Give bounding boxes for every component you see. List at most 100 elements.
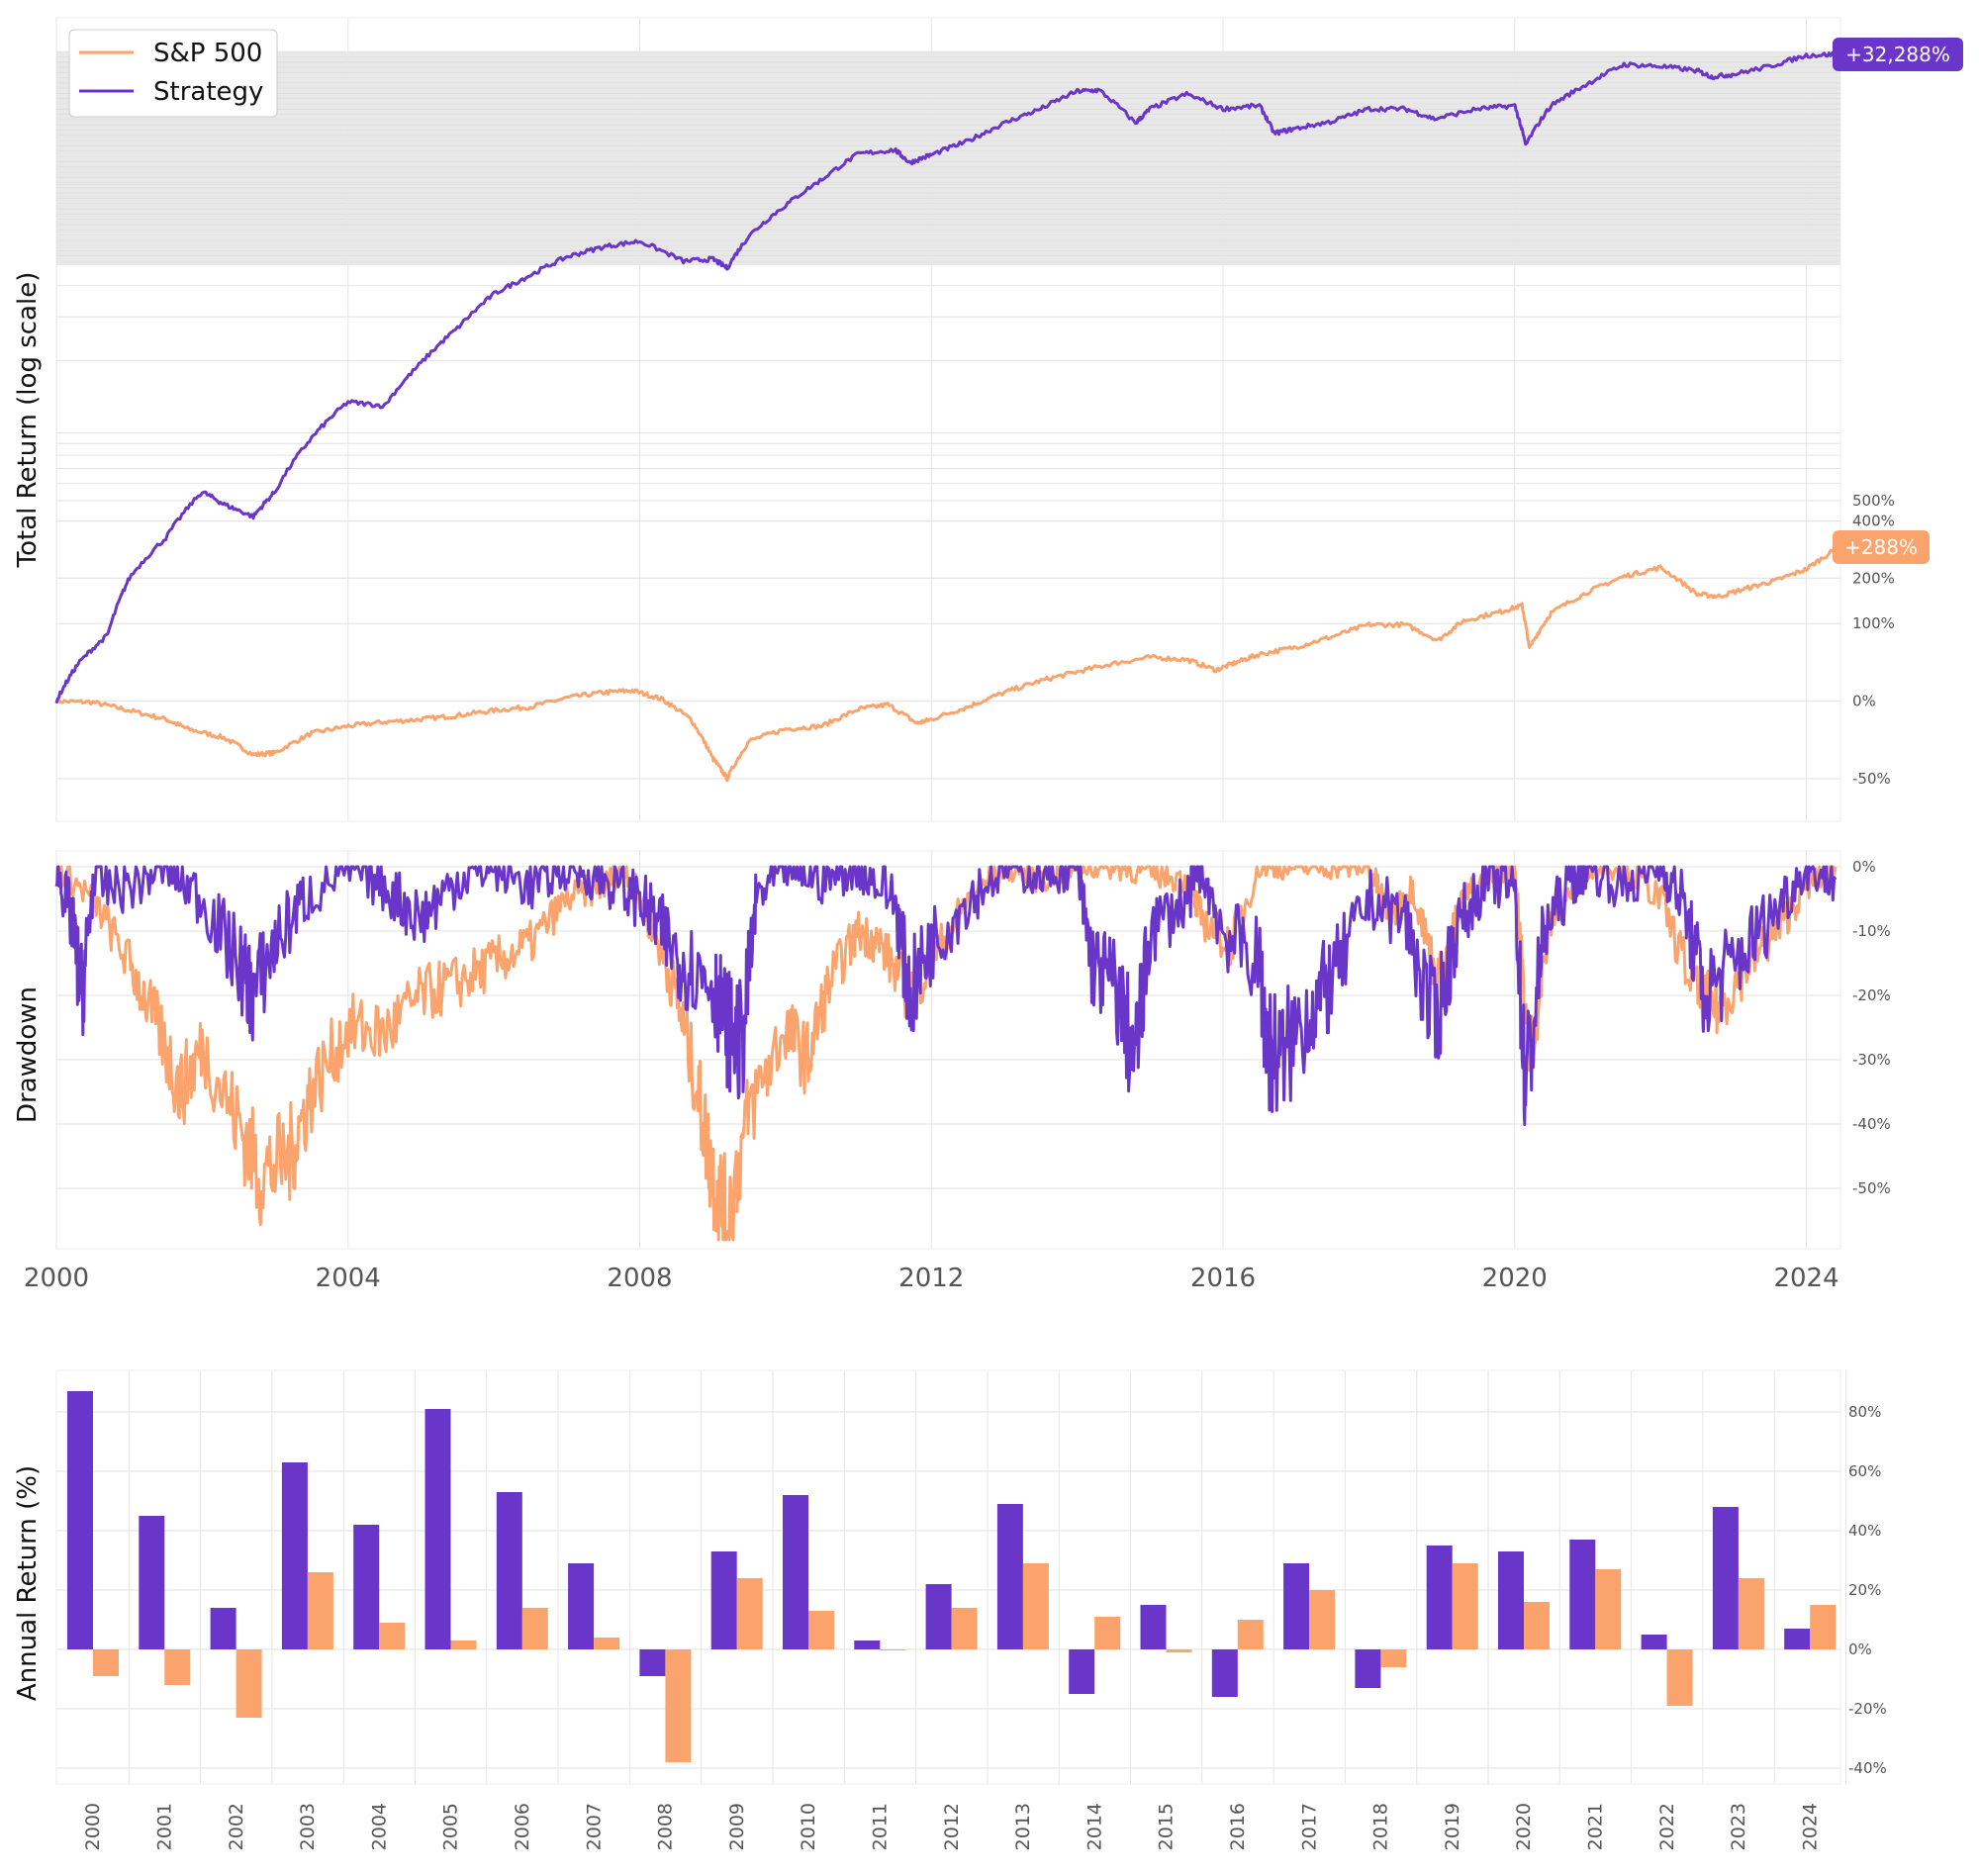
x-tick-label: 2002 — [226, 1803, 247, 1850]
bar-sp500-2020 — [1524, 1602, 1550, 1649]
x-tick-label: 2000 — [82, 1803, 104, 1850]
log-scale-gridline-band — [56, 51, 1840, 265]
bar-strategy-2009 — [710, 1551, 737, 1649]
total-return-lines — [54, 51, 1837, 783]
legend: S&P 500 Strategy — [68, 29, 278, 118]
y-tick-label: 500% — [1852, 492, 1895, 510]
bar-sp500-2015 — [1166, 1649, 1192, 1652]
annual-return-y-label: Annual Return (%) — [13, 1465, 43, 1701]
series-line-sp500 — [54, 547, 1837, 783]
y-tick-label: -20% — [1852, 986, 1891, 1004]
x-tick-label: 2022 — [1656, 1803, 1678, 1850]
y-tick-label: 100% — [1852, 614, 1895, 632]
bar-sp500-2013 — [1022, 1563, 1049, 1649]
total-return-y-ticks: -50% 0% 100% 200% 400% 500% — [1852, 492, 1895, 788]
y-tick-label: 0% — [1852, 858, 1876, 876]
x-tick-label: 2020 — [1482, 1264, 1548, 1293]
bar-sp500-2021 — [1595, 1569, 1622, 1649]
bar-strategy-2008 — [639, 1649, 666, 1676]
x-tick-label: 2012 — [941, 1803, 963, 1850]
bar-sp500-2008 — [665, 1649, 692, 1762]
bar-strategy-2017 — [1283, 1563, 1310, 1649]
bar-strategy-2012 — [925, 1584, 952, 1649]
bar-sp500-2003 — [307, 1572, 333, 1649]
y-tick-label: 0% — [1852, 693, 1876, 710]
x-tick-label: 2015 — [1156, 1803, 1178, 1850]
drawdown-panel: 0%-10%-20%-30%-40%-50% 2000 2004 2008 2012 2… — [13, 850, 1891, 1293]
y-tick-label: -40% — [1852, 1115, 1891, 1133]
x-tick-label: 2012 — [898, 1264, 964, 1293]
bar-strategy-2011 — [854, 1641, 881, 1649]
bar-sp500-2022 — [1666, 1649, 1693, 1706]
x-tick-label: 2003 — [297, 1803, 319, 1850]
bar-strategy-2013 — [996, 1504, 1023, 1649]
bar-sp500-2019 — [1452, 1563, 1478, 1649]
x-tick-label: 2018 — [1370, 1803, 1392, 1850]
y-tick-label: -50% — [1852, 770, 1891, 788]
bar-sp500-2009 — [736, 1578, 763, 1649]
bar-strategy-2018 — [1355, 1649, 1381, 1688]
y-tick-label: 400% — [1852, 513, 1895, 530]
x-tick-label: 2014 — [1084, 1803, 1105, 1850]
y-tick-label: 40% — [1848, 1522, 1881, 1540]
y-tick-label: 20% — [1848, 1581, 1881, 1599]
x-tick-label: 2009 — [726, 1803, 748, 1850]
y-tick-label: -10% — [1852, 922, 1891, 940]
annual-return-bars — [67, 1391, 1837, 1762]
y-tick-label: -40% — [1848, 1759, 1887, 1777]
total-return-y-label: Total Return (log scale) — [13, 272, 43, 569]
x-tick-label: 2006 — [512, 1803, 533, 1850]
legend-label-sp500: S&P 500 — [153, 39, 262, 68]
annual-return-panel: 80%60%40%20%0%-20%-40% 2000 2001 2002 2003 2… — [13, 1369, 1887, 1850]
legend-label-strategy: Strategy — [153, 77, 263, 107]
bar-strategy-2022 — [1641, 1635, 1667, 1649]
bar-sp500-2012 — [951, 1608, 978, 1649]
drawdown-y-label: Drawdown — [13, 986, 43, 1123]
y-tick-label: 0% — [1848, 1641, 1872, 1658]
y-tick-label: -30% — [1852, 1051, 1891, 1069]
x-tick-label: 2016 — [1227, 1803, 1249, 1850]
total-return-panel: -50% 0% 100% 200% 400% 500% Total Return (log… — [13, 17, 1963, 822]
x-tick-label: 2004 — [316, 1264, 381, 1293]
bar-sp500-2004 — [379, 1623, 406, 1649]
x-tick-label: 2016 — [1190, 1264, 1256, 1293]
bar-sp500-2023 — [1738, 1578, 1764, 1649]
sp500-end-label: +288% — [1833, 530, 1930, 564]
bar-sp500-2017 — [1309, 1590, 1336, 1649]
bar-sp500-2014 — [1094, 1617, 1121, 1649]
x-tick-label: 2019 — [1442, 1803, 1463, 1850]
bar-strategy-2005 — [424, 1409, 451, 1649]
bar-strategy-2000 — [67, 1391, 93, 1649]
bar-strategy-2004 — [353, 1525, 380, 1649]
bar-sp500-2002 — [236, 1649, 262, 1718]
bar-strategy-2023 — [1712, 1507, 1739, 1649]
x-tick-label: 2011 — [869, 1803, 891, 1850]
log-scale-minor-gridlines — [56, 50, 1840, 485]
bar-sp500-2018 — [1380, 1649, 1407, 1667]
x-tick-label: 2021 — [1584, 1803, 1606, 1850]
annual-return-y-ticks: 80% 60% 40% 20% 0% -20% -40% — [1848, 1403, 1887, 1777]
bar-strategy-2001 — [139, 1516, 165, 1649]
drawdown-line-strategy — [54, 865, 1838, 1126]
x-tick-label: 2001 — [153, 1803, 175, 1850]
x-tick-label: 2024 — [1799, 1803, 1821, 1850]
bar-sp500-2016 — [1237, 1620, 1264, 1649]
x-tick-label: 2013 — [1012, 1803, 1034, 1850]
strategy-end-label: +32,288% — [1833, 38, 1963, 71]
bar-strategy-2020 — [1498, 1551, 1524, 1649]
x-tick-label: 2017 — [1298, 1803, 1320, 1850]
drawdown-x-ticks: 2000 2004 2008 2012 2016 2020 2024 — [24, 1264, 1839, 1293]
bar-strategy-2007 — [568, 1563, 595, 1649]
x-tick-label: 2007 — [583, 1803, 605, 1850]
drawdown-lines — [54, 865, 1838, 1242]
x-tick-label: 2008 — [655, 1803, 677, 1850]
strategy-end-label-text: +32,288% — [1845, 43, 1950, 66]
bar-strategy-2003 — [281, 1462, 308, 1649]
bar-sp500-2007 — [594, 1638, 620, 1649]
series-line-strategy — [54, 51, 1837, 704]
x-tick-label: 2020 — [1513, 1803, 1535, 1850]
y-tick-label: -20% — [1848, 1700, 1887, 1718]
bar-sp500-2011 — [880, 1649, 906, 1650]
x-tick-label: 2000 — [24, 1264, 89, 1293]
